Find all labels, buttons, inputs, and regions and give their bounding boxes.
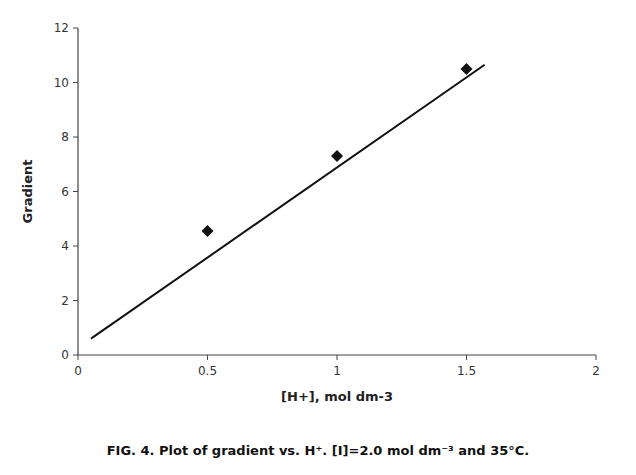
caption: FIG. 4. Plot of gradient vs. H⁺. [I]=2.0… bbox=[107, 443, 530, 458]
y-tick bbox=[73, 355, 78, 356]
y-tick bbox=[73, 191, 78, 192]
y-tick bbox=[73, 300, 78, 301]
regression-line bbox=[91, 65, 485, 339]
x-tick-label: 2 bbox=[592, 364, 600, 378]
y-tick bbox=[73, 82, 78, 83]
y-tick bbox=[73, 28, 78, 29]
y-tick bbox=[73, 137, 78, 138]
y-tick-label: 2 bbox=[61, 294, 69, 308]
plot-area bbox=[91, 63, 485, 339]
y-tick-label: 8 bbox=[61, 130, 69, 144]
y-tick-label: 4 bbox=[61, 239, 69, 253]
y-axis-label: Gradient bbox=[20, 160, 35, 224]
x-tick bbox=[596, 355, 597, 360]
x-tick bbox=[466, 355, 467, 360]
x-tick-label: 0.5 bbox=[198, 364, 217, 378]
y-tick bbox=[73, 246, 78, 247]
x-tick bbox=[78, 355, 79, 360]
data-point bbox=[331, 150, 343, 162]
y-tick-label: 0 bbox=[61, 348, 69, 362]
chart-container: 0 0.5 1 1.5 2 0 2 4 6 8 10 12 [H+], mol dm-3 Gradient… bbox=[0, 0, 636, 475]
data-point bbox=[202, 225, 214, 237]
y-tick-label: 6 bbox=[61, 185, 69, 199]
x-tick-label: 1 bbox=[333, 364, 341, 378]
data-point bbox=[461, 63, 473, 75]
chart-svg: 0 0.5 1 1.5 2 0 2 4 6 8 10 12 [H+], mol dm-3 Gradient… bbox=[0, 0, 636, 475]
x-tick bbox=[337, 355, 338, 360]
x-tick bbox=[207, 355, 208, 360]
x-axis-label: [H+], mol dm-3 bbox=[281, 389, 393, 404]
axes: 0 0.5 1 1.5 2 0 2 4 6 8 10 12 bbox=[54, 21, 600, 378]
x-tick-label: 1.5 bbox=[457, 364, 476, 378]
y-tick-label: 12 bbox=[54, 21, 69, 35]
x-tick-label: 0 bbox=[74, 364, 82, 378]
y-tick-label: 10 bbox=[54, 76, 69, 90]
